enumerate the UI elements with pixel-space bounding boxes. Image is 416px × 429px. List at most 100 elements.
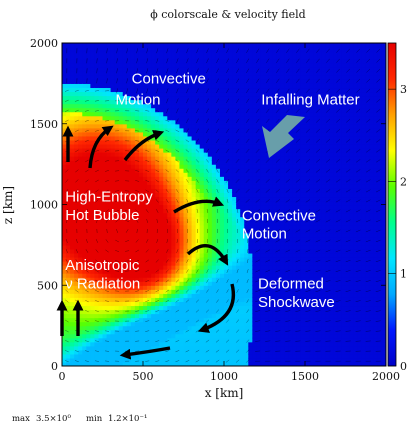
heatmap-cell xyxy=(232,131,237,137)
heatmap-cell xyxy=(78,228,83,234)
heatmap-cell xyxy=(86,256,91,262)
heatmap-cell xyxy=(155,168,160,173)
heatmap-cell xyxy=(159,111,164,117)
heatmap-cell xyxy=(248,59,253,64)
heatmap-cell xyxy=(187,309,193,315)
heatmap-cell xyxy=(122,200,128,206)
heatmap-cell xyxy=(151,176,156,181)
heatmap-cell xyxy=(264,265,270,270)
heatmap-cell xyxy=(260,135,266,141)
heatmap-cell xyxy=(288,256,294,262)
heatmap-cell xyxy=(90,95,95,101)
heatmap-cell xyxy=(228,160,233,165)
heatmap-cell xyxy=(122,236,128,242)
heatmap-cell xyxy=(280,349,286,355)
heatmap-cell xyxy=(224,184,229,189)
heatmap-cell xyxy=(207,131,213,137)
heatmap-cell xyxy=(284,321,290,327)
heatmap-cell xyxy=(159,43,164,48)
heatmap-cell xyxy=(126,107,132,113)
heatmap-cell xyxy=(90,317,95,323)
heatmap-cell xyxy=(272,208,278,214)
heatmap-cell xyxy=(94,107,100,113)
heatmap-cell xyxy=(187,329,193,335)
heatmap-cell xyxy=(264,115,270,121)
heatmap-cell xyxy=(280,333,286,339)
heatmap-cell xyxy=(78,160,83,165)
heatmap-cell xyxy=(138,313,144,319)
heatmap-cell xyxy=(86,337,91,343)
heatmap-cell xyxy=(244,297,249,302)
heatmap-cell xyxy=(82,188,87,193)
heatmap-cell xyxy=(248,293,253,298)
heatmap-cell xyxy=(264,196,270,202)
heatmap-cell xyxy=(292,321,298,327)
heatmap-cell xyxy=(191,244,197,250)
heatmap-cell xyxy=(268,329,274,335)
heatmap-cell xyxy=(106,75,112,80)
heatmap-cell xyxy=(191,208,197,214)
heatmap-cell xyxy=(163,63,168,68)
heatmap-cell xyxy=(300,212,306,218)
heatmap-cell xyxy=(268,248,274,254)
heatmap-cell xyxy=(240,123,245,129)
heatmap-cell xyxy=(143,341,148,347)
heatmap-cell xyxy=(82,333,87,339)
heatmap-cell xyxy=(66,67,71,72)
heatmap-cell xyxy=(98,63,104,68)
heatmap-cell xyxy=(179,160,185,165)
heatmap-cell xyxy=(288,325,294,331)
heatmap-cell xyxy=(118,337,124,343)
heatmap-cell xyxy=(232,248,237,254)
heatmap-cell xyxy=(94,152,100,157)
heatmap-cell xyxy=(66,273,71,278)
heatmap-cell xyxy=(143,99,148,105)
heatmap-cell xyxy=(276,317,282,323)
heatmap-cell xyxy=(256,107,262,113)
heatmap-cell xyxy=(260,79,266,84)
heatmap-cell xyxy=(284,265,290,270)
heatmap-cell xyxy=(175,51,181,56)
heatmap-cell xyxy=(199,337,205,343)
heatmap-cell xyxy=(256,188,262,193)
heatmap-cell xyxy=(195,196,201,202)
heatmap-cell xyxy=(134,63,140,68)
heatmap-cell xyxy=(179,285,185,290)
heatmap-cell xyxy=(288,91,294,97)
heatmap-cell xyxy=(219,103,225,109)
heatmap-cell xyxy=(305,256,310,262)
heatmap-cell xyxy=(240,87,245,93)
heatmap-cell xyxy=(272,180,278,185)
heatmap-cell xyxy=(272,341,278,347)
heatmap-cell xyxy=(143,329,148,335)
heatmap-cell xyxy=(240,321,245,327)
heatmap-cell xyxy=(147,188,152,193)
heatmap-cell xyxy=(280,180,286,185)
heatmap-cell xyxy=(147,220,152,226)
heatmap-cell xyxy=(155,111,160,117)
heatmap-cell xyxy=(134,172,140,177)
heatmap-cell xyxy=(110,131,116,137)
heatmap-cell xyxy=(66,172,71,177)
heatmap-cell xyxy=(309,236,314,242)
heatmap-cell xyxy=(260,309,266,315)
heatmap-cell xyxy=(159,244,164,250)
heatmap-cell xyxy=(179,119,185,125)
heatmap-cell xyxy=(90,329,95,335)
heatmap-cell xyxy=(195,59,201,64)
heatmap-cell xyxy=(86,261,91,266)
heatmap-cell xyxy=(260,281,266,286)
heatmap-cell xyxy=(268,196,274,202)
heatmap-cell xyxy=(211,285,217,290)
heatmap-cell xyxy=(118,91,124,97)
heatmap-cell xyxy=(106,164,112,169)
heatmap-cell xyxy=(195,75,201,80)
heatmap-cell xyxy=(260,252,266,258)
heatmap-cell xyxy=(143,252,148,258)
heatmap-cell xyxy=(126,188,132,193)
heatmap-cell xyxy=(163,123,168,129)
heatmap-cell xyxy=(70,135,75,141)
heatmap-cell xyxy=(187,123,193,129)
heatmap-cell xyxy=(211,357,217,363)
heatmap-cell xyxy=(138,103,144,109)
